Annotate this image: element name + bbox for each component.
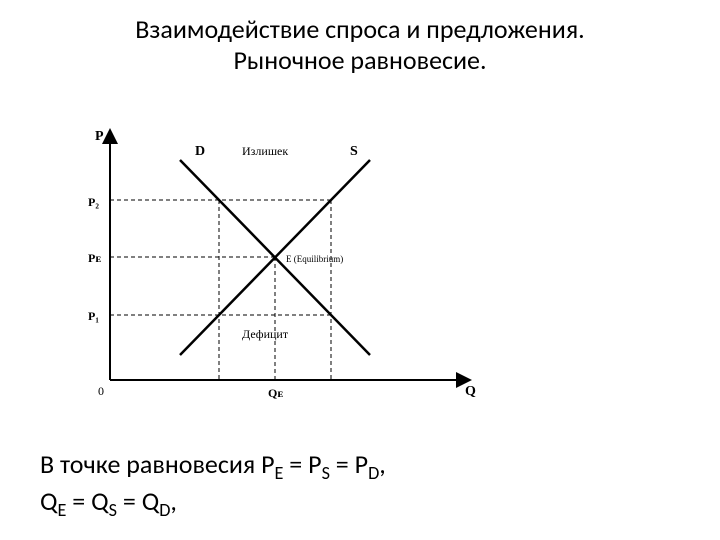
svg-text:Излишек: Излишек — [242, 144, 288, 158]
svg-text:S: S — [350, 144, 358, 159]
formula-line2: QE = QS = QD, — [40, 485, 177, 517]
svg-text:Дефицит: Дефицит — [242, 327, 289, 341]
svg-text:Q: Q — [465, 384, 476, 399]
svg-text:P₂: P₂ — [88, 195, 99, 209]
chart-svg: P Q 0 D S Излишек Дефицит E (Equilibrium) P₂ Pᴇ P₁… — [70, 120, 490, 420]
supply-demand-chart: P Q 0 D S Излишек Дефицит E (Equilibrium) P₂ Pᴇ P₁… — [70, 120, 490, 420]
svg-text:0: 0 — [98, 384, 104, 398]
svg-text:E (Equilibrium): E (Equilibrium) — [286, 254, 343, 264]
svg-text:Pᴇ: Pᴇ — [88, 251, 101, 265]
equilibrium-formula: В точке равновесия PE = PS = PD, QE = QS… — [40, 448, 386, 522]
svg-text:D: D — [195, 144, 205, 159]
formula-line1: В точке равновесия PE = PS = PD, — [40, 448, 386, 480]
svg-text:Qᴇ: Qᴇ — [268, 386, 283, 400]
slide-title: Взаимодействие спроса и предложения. Рын… — [0, 14, 720, 76]
slide: Взаимодействие спроса и предложения. Рын… — [0, 0, 720, 540]
svg-text:P₁: P₁ — [88, 309, 99, 323]
svg-text:P: P — [95, 129, 104, 144]
title-line2: Рыночное равновесие. — [233, 44, 486, 76]
title-line1: Взаимодействие спроса и предложения. — [135, 13, 584, 45]
